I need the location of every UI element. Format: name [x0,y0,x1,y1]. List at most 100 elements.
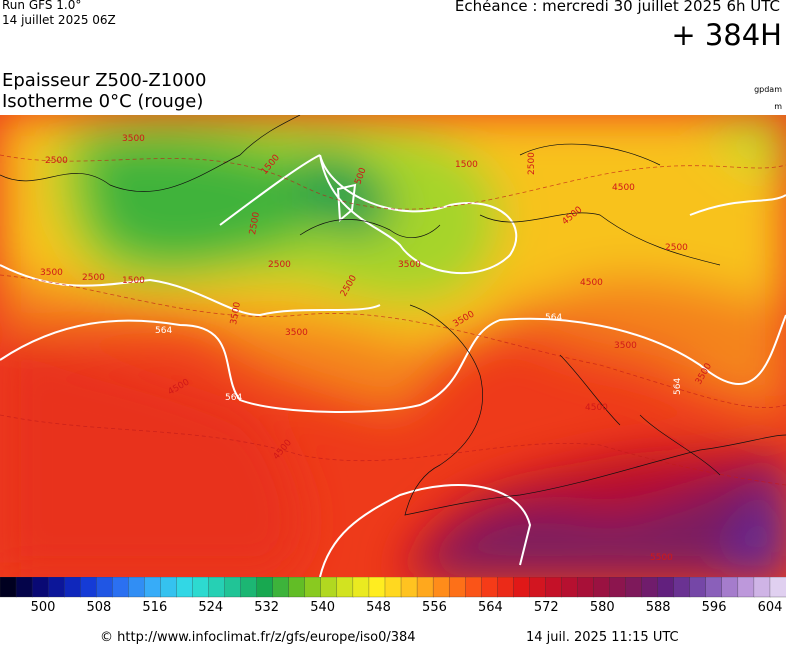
colorbar: 500 508 516 524 532 540 548 556 564 572 580 588 596 6… [0,577,786,612]
contour-label: 3500 [40,268,63,278]
colorbar-swatch [128,577,146,598]
contour-label: 3500 [229,301,243,326]
colorbar-swatch [272,577,290,598]
colorbar-label: 580 [590,600,615,612]
contour-label: 564 [673,378,683,395]
colorbar-swatch [80,577,97,598]
colorbar-swatch [31,577,49,598]
contour-label: 4500 [612,183,635,193]
colorbar-swatch [609,577,627,598]
colorbar-label: 500 [31,600,56,612]
title-line1: Epaisseur Z500-Z1000 [2,70,207,91]
colorbar-label: 596 [702,600,727,612]
colorbar-swatch [737,577,755,598]
contour-label: 1500 [122,276,145,286]
colorbar-label: 532 [254,600,279,612]
contour-label: 3500 [398,260,421,270]
colorbar-label: 508 [87,600,112,612]
run-label: Run GFS 1.0° [2,0,82,12]
colorbar-swatch [0,577,17,598]
title-line2: Isotherme 0°C (rouge) [2,91,204,112]
colorbar-swatch [144,577,162,598]
colorbar-swatch [753,577,771,598]
colorbar-swatch [769,577,786,598]
contour-label: 3500 [122,134,145,144]
colorbar-swatch [15,577,33,598]
contour-label: 4500 [580,278,603,288]
colorbar-swatch [673,577,691,598]
colorbar-swatch [112,577,129,598]
colorbar-swatch [64,577,81,598]
colorbar-label: 548 [366,600,391,612]
colorbar-swatch [160,577,178,598]
source-url: © http://www.infoclimat.fr/z/gfs/europe/… [100,630,416,645]
colorbar-swatch [224,577,242,598]
colorbar-swatch [304,577,322,598]
colorbar-swatch [320,577,338,598]
contour-label: 2500 [665,243,688,253]
colorbar-swatch [481,577,498,598]
colorbar-swatch [416,577,434,598]
contour-label: 564 [545,313,562,323]
isotherm-0c [0,154,786,486]
contour-label: 1500 [455,160,478,170]
colorbar-swatch [384,577,402,598]
colorbar-swatch [529,577,547,598]
colorbar-swatch [47,577,65,598]
contour-label: 564 [225,393,242,403]
colorbar-swatch [432,577,450,598]
colorbar-swatch [352,577,370,598]
timestamp: 14 juil. 2025 11:15 UTC [526,630,679,645]
thickness-field [0,115,786,577]
colorbar-swatch [497,577,514,598]
map: 2500350015005001500250025003500250015002… [0,115,786,577]
colorbar-swatch [465,577,482,598]
colorbar-swatch [545,577,563,598]
colorbar-swatch [288,577,306,598]
contour-label: 3500 [614,341,637,351]
colorbar-label: 564 [478,600,503,612]
colorbar-swatch [705,577,723,598]
colorbar-label: 572 [534,600,559,612]
colorbar-swatch [625,577,643,598]
colorbar-swatch [448,577,466,598]
contour-label: 4500 [585,403,608,413]
unit-iso: m [774,102,782,111]
colorbar-swatch [577,577,595,598]
colorbar-swatch [192,577,210,598]
colorbar-swatch [208,577,226,598]
colorbar-swatch [689,577,707,598]
colorbar-label: 516 [142,600,167,612]
colorbar-swatch [96,577,113,598]
contour-label: 3500 [285,328,308,338]
colorbar-swatch [400,577,418,598]
isolines-564 [0,154,786,577]
colorbar-swatch [641,577,659,598]
colorbar-swatch [721,577,739,598]
contour-label: 2500 [527,152,537,175]
colorbar-swatch [657,577,675,598]
colorbar-swatch [368,577,386,598]
contour-label: 5500 [650,553,673,563]
contour-label: 564 [155,326,172,336]
colorbar-label: 604 [758,600,783,612]
echeance: Echéance : mercredi 30 juillet 2025 6h U… [454,0,780,15]
contour-label: 2500 [45,156,68,166]
colorbar-swatch [176,577,194,598]
contour-label: 2500 [248,211,262,236]
colorbar-swatch [336,577,354,598]
colorbar-swatch [240,577,258,598]
colorbar-swatch [513,577,530,598]
colorbar-label: 540 [310,600,335,612]
lead-time: + 384H [671,18,782,52]
unit-thickness: gpdam [754,85,782,94]
coastlines [0,115,786,516]
run-date: 14 juillet 2025 06Z [2,13,116,27]
colorbar-label: 524 [198,600,223,612]
colorbar-swatch [593,577,611,598]
colorbar-swatch [256,577,274,598]
colorbar-label: 588 [646,600,671,612]
colorbar-label: 556 [422,600,447,612]
colorbar-swatch [561,577,579,598]
